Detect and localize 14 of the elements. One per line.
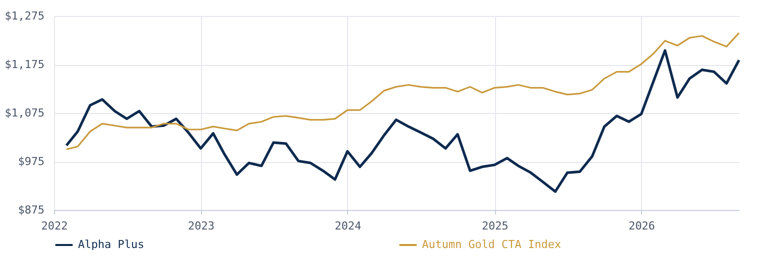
x-tick-label: 2022 xyxy=(41,220,68,232)
x-tick-label: 2025 xyxy=(482,220,508,232)
y-tick-label: $875 xyxy=(18,204,44,216)
y-tick-label: $1,075 xyxy=(4,106,44,120)
legend-label: Autumn Gold CTA Index xyxy=(422,238,562,251)
y-tick-label: $1,175 xyxy=(4,58,44,71)
line-series xyxy=(65,49,740,193)
y-tick-label: $975 xyxy=(18,155,44,168)
legend-label: Alpha Plus xyxy=(78,238,144,251)
x-tick-label: 2024 xyxy=(334,220,362,232)
line-series xyxy=(66,32,740,150)
x-tick-label: 2023 xyxy=(188,220,214,232)
y-tick-label: $1,275 xyxy=(4,10,44,22)
x-tick-label: 2026 xyxy=(628,220,656,232)
